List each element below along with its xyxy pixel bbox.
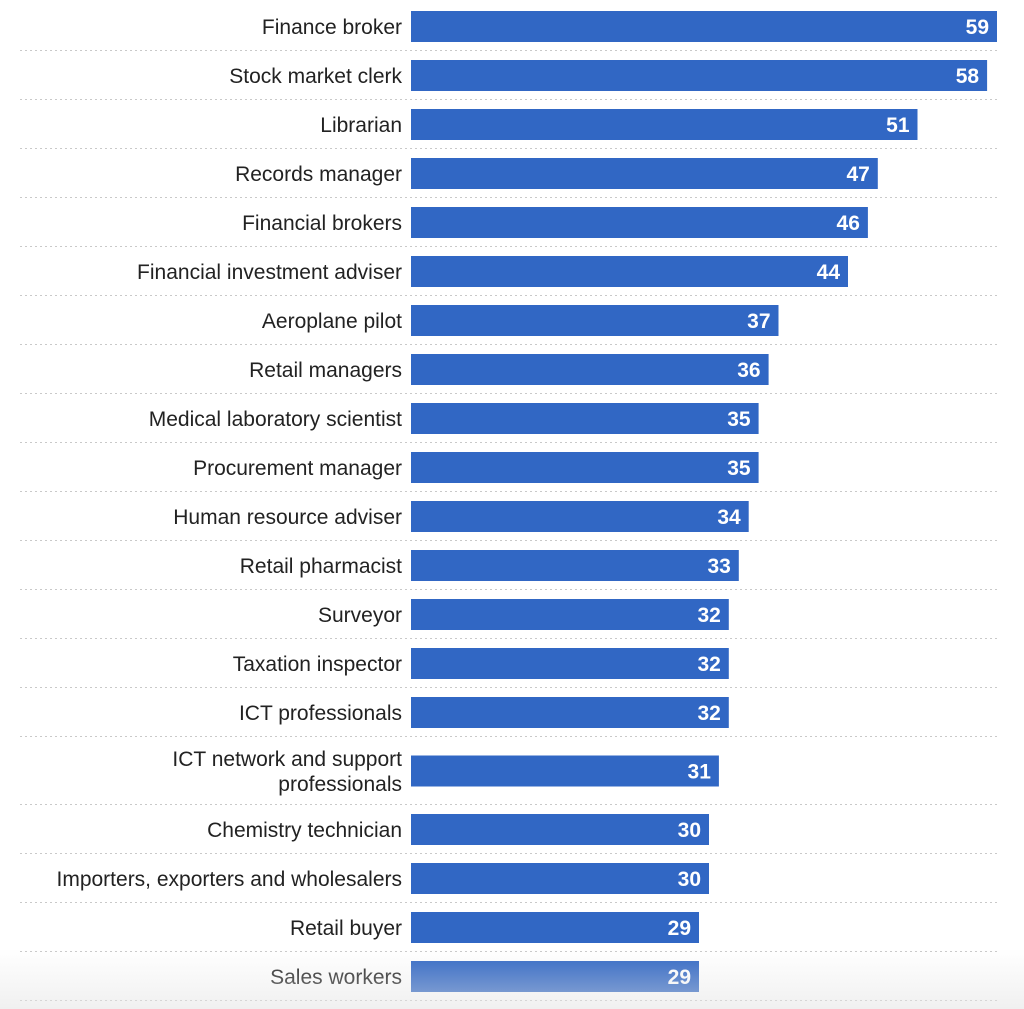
bar-value-label: 44 xyxy=(817,261,841,284)
bar xyxy=(411,109,918,140)
bar xyxy=(411,452,759,483)
bar xyxy=(411,599,729,630)
bar-value-label: 30 xyxy=(678,868,701,891)
bar-value-label: 29 xyxy=(668,966,691,989)
category-label: Medical laboratory scientist xyxy=(149,408,402,431)
category-label: Surveyor xyxy=(318,604,402,627)
category-label-line: Librarian xyxy=(320,114,402,137)
category-label: Financial brokers xyxy=(242,212,402,235)
bar-value-label: 33 xyxy=(707,555,730,578)
category-label: ICT network and support professionals xyxy=(172,748,402,796)
category-label-line: Finance broker xyxy=(262,16,402,39)
category-label: Retail buyer xyxy=(290,917,402,940)
bar-value-label: 31 xyxy=(688,761,712,784)
bar xyxy=(411,256,848,287)
category-label-line: Financial investment adviser xyxy=(137,261,402,284)
bar-value-label: 32 xyxy=(697,702,720,725)
category-label: Aeroplane pilot xyxy=(262,310,402,333)
category-label: Importers, exporters and wholesalers xyxy=(57,868,403,891)
category-label-line: Records manager xyxy=(235,163,402,186)
bar xyxy=(411,863,709,894)
category-label-line: Sales workers xyxy=(270,966,402,989)
bar xyxy=(411,550,739,581)
chart-rows: 59 Finance broker 58 Stock market clerk 51 Li… xyxy=(20,11,997,1001)
bar-value-label: 59 xyxy=(966,16,989,39)
category-label: Retail managers xyxy=(249,359,402,382)
bar-value-label: 51 xyxy=(886,114,910,137)
bar-value-label: 35 xyxy=(727,408,751,431)
category-label-line: Financial brokers xyxy=(242,212,402,235)
bar xyxy=(411,305,779,336)
category-label-line: Chemistry technician xyxy=(207,819,402,842)
category-label: Taxation inspector xyxy=(233,653,402,676)
category-label-line: Medical laboratory scientist xyxy=(149,408,402,431)
bar-value-label: 32 xyxy=(697,604,720,627)
bar xyxy=(411,912,699,943)
bar-value-label: 35 xyxy=(727,457,751,480)
category-label-line: Retail managers xyxy=(249,359,402,382)
category-label: Procurement manager xyxy=(193,457,402,480)
category-label: ICT professionals xyxy=(239,702,402,725)
category-label-line: Stock market clerk xyxy=(229,65,402,88)
bar-value-label: 29 xyxy=(668,917,691,940)
bar xyxy=(411,354,769,385)
category-label-line: Taxation inspector xyxy=(233,653,402,676)
bar xyxy=(411,697,729,728)
bar xyxy=(411,207,868,238)
bar-value-label: 30 xyxy=(678,819,701,842)
bar xyxy=(411,158,878,189)
category-label-line: ICT network and support xyxy=(172,748,402,771)
bar xyxy=(411,60,988,91)
category-label-line: Retail pharmacist xyxy=(240,555,402,578)
category-label: Retail pharmacist xyxy=(240,555,402,578)
category-label: Human resource adviser xyxy=(173,506,402,529)
category-label: Stock market clerk xyxy=(229,65,402,88)
category-label: Librarian xyxy=(320,114,402,137)
bar-value-label: 37 xyxy=(747,310,770,333)
category-label-line: Importers, exporters and wholesalers xyxy=(57,868,403,891)
bar-value-label: 34 xyxy=(717,506,741,529)
category-label: Chemistry technician xyxy=(207,819,402,842)
category-label: Finance broker xyxy=(262,16,402,39)
category-label-line: Surveyor xyxy=(318,604,402,627)
bar xyxy=(411,11,997,42)
bar xyxy=(411,501,749,532)
bar-value-label: 32 xyxy=(697,653,720,676)
bar-value-label: 58 xyxy=(956,65,980,88)
category-label: Financial investment adviser xyxy=(137,261,402,284)
bar xyxy=(411,961,699,992)
bar xyxy=(411,648,729,679)
bar-value-label: 47 xyxy=(846,163,869,186)
bar xyxy=(411,814,709,845)
category-label-line: professionals xyxy=(278,773,402,796)
bar xyxy=(411,403,759,434)
category-label: Records manager xyxy=(235,163,402,186)
category-label-line: ICT professionals xyxy=(239,702,402,725)
category-label-line: Human resource adviser xyxy=(173,506,402,529)
bar-value-label: 36 xyxy=(737,359,760,382)
category-label-line: Retail buyer xyxy=(290,917,402,940)
bar xyxy=(411,755,719,787)
category-label-line: Procurement manager xyxy=(193,457,402,480)
category-label-line: Aeroplane pilot xyxy=(262,310,402,333)
category-label: Sales workers xyxy=(270,966,402,989)
bar-value-label: 46 xyxy=(837,212,860,235)
